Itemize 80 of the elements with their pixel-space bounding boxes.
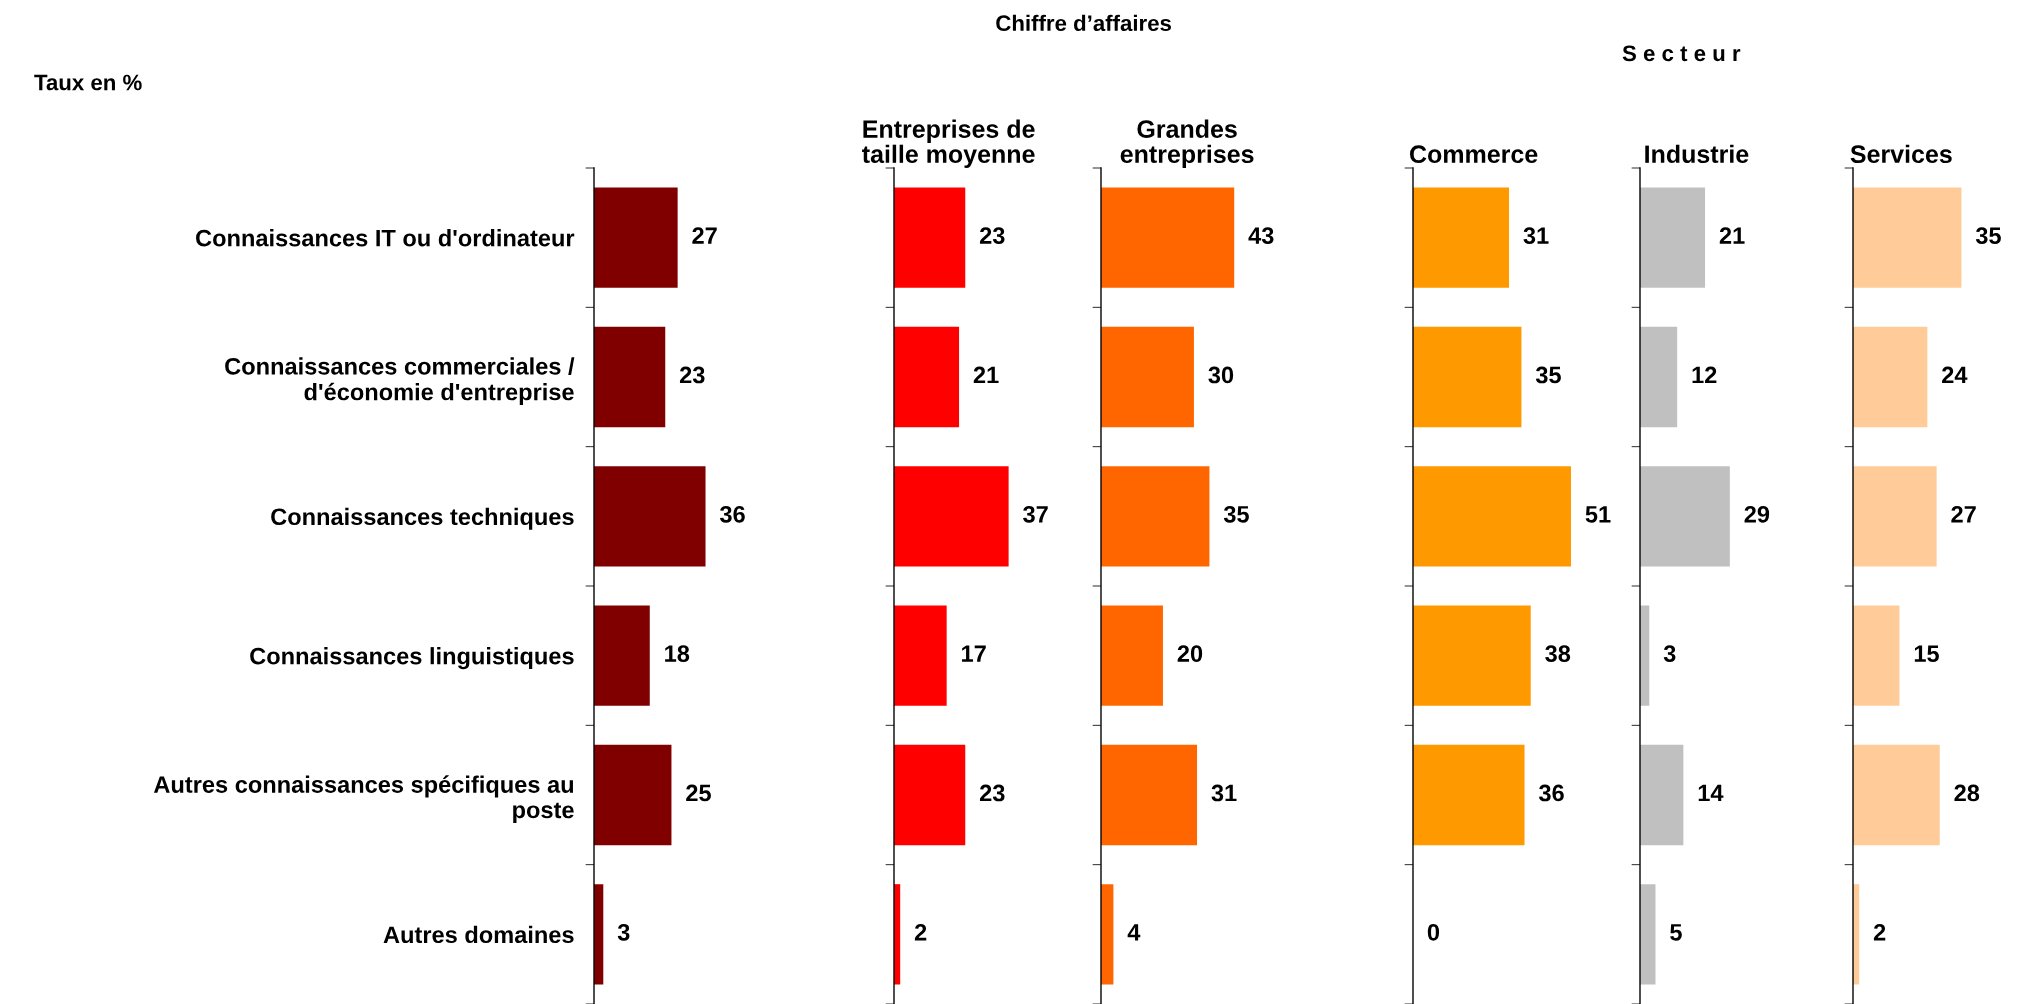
data-label: 2 [1873, 923, 1886, 941]
bar [1413, 187, 1510, 288]
data-label: 38 [1545, 645, 1571, 663]
bar [894, 466, 1009, 567]
data-label: 12 [1692, 366, 1717, 384]
y-tick-label: Connaissances techniques [271, 507, 574, 530]
chart-title: Entreprises de taille moyenne [862, 119, 1035, 168]
data-label: 24 [1942, 366, 1968, 384]
data-label: 35 [1535, 366, 1561, 384]
y-tick-label: Autres domaines [383, 925, 574, 944]
bar [1413, 744, 1525, 846]
data-label: 15 [1914, 645, 1939, 662]
bar [1853, 605, 1900, 706]
data-label: 35 [1975, 227, 2001, 245]
bar [894, 605, 947, 706]
chart-title: Industrie [1645, 144, 1749, 164]
bar [594, 326, 666, 428]
data-label: 30 [1208, 366, 1234, 384]
y-tick-label: Connaissances linguistiques [250, 647, 574, 670]
data-label: 3 [617, 923, 630, 941]
data-label: 14 [1698, 784, 1724, 802]
data-label: 5 [1670, 924, 1682, 941]
bar [1101, 326, 1194, 428]
bar [594, 744, 672, 846]
chart-title: Services [1850, 144, 1952, 164]
bar [894, 187, 966, 288]
bar [1853, 744, 1940, 846]
bar [1413, 466, 1571, 567]
data-label: 0 [1427, 923, 1440, 941]
bar [1853, 187, 1962, 288]
data-label: 27 [1951, 505, 1976, 523]
data-label: 23 [979, 784, 1005, 802]
bar [1101, 466, 1210, 567]
data-label: 29 [1744, 505, 1770, 523]
bar [1640, 744, 1684, 846]
bar [1101, 744, 1198, 846]
data-label: 20 [1177, 645, 1203, 662]
data-label: 4 [1127, 924, 1141, 941]
y-tick-label: Connaissances commerciales / d'économie d'entreprise [225, 357, 575, 406]
bar [1640, 326, 1678, 428]
data-label: 27 [692, 227, 717, 244]
y-axis-title: Taux en % [34, 74, 142, 91]
data-label: 21 [973, 366, 999, 384]
bar [894, 744, 966, 846]
text: Chiffre d’affaires [996, 14, 1171, 32]
bar [1640, 187, 1706, 288]
data-label: 37 [1023, 505, 1048, 523]
data-label: 21 [1719, 227, 1745, 244]
y-tick-label: Connaissances IT ou d'ordinateur [196, 229, 575, 247]
bar [1640, 884, 1656, 985]
data-label: 23 [679, 366, 705, 384]
data-label: 23 [979, 227, 1005, 245]
bar [894, 326, 960, 428]
data-label: 31 [1523, 227, 1549, 245]
bar [1853, 466, 1937, 567]
bar [1413, 605, 1531, 706]
data-label: 31 [1211, 784, 1237, 802]
data-label: 51 [1585, 506, 1611, 523]
data-label: 35 [1223, 505, 1249, 523]
data-label: 28 [1954, 784, 1980, 802]
data-label: 36 [1538, 784, 1564, 802]
bar [1640, 466, 1730, 567]
bar [594, 187, 678, 288]
bar [594, 466, 706, 567]
chart-title: Grandes entreprises [1120, 119, 1254, 168]
y-tick-label: Autres connaissances spécifiques au poste [153, 775, 574, 823]
data-label: 18 [665, 645, 690, 662]
bar [1101, 187, 1235, 288]
data-label: 3 [1663, 645, 1676, 663]
data-label: 2 [914, 923, 927, 941]
bar [1101, 605, 1163, 706]
data-label: 25 [686, 784, 711, 802]
data-label: 36 [719, 505, 745, 523]
text: S e c t e u r [1622, 45, 1741, 62]
bar [1413, 326, 1522, 428]
bar [1853, 326, 1928, 428]
data-label: 17 [962, 645, 986, 662]
bar [594, 605, 650, 706]
chart-title: Commerce [1410, 145, 1538, 164]
data-label: 43 [1248, 227, 1274, 245]
